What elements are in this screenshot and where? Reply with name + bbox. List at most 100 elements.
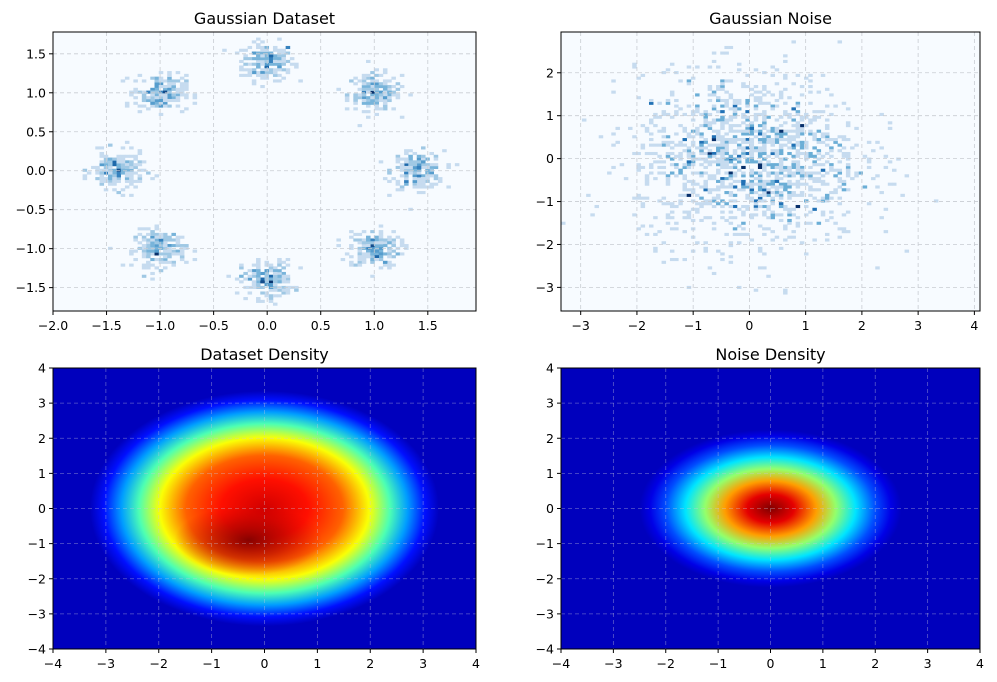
- hist-bin: [277, 51, 282, 55]
- hist-bin: [783, 291, 788, 295]
- hist-bin: [268, 280, 274, 284]
- hist-bin: [158, 244, 164, 248]
- hist-bin: [387, 79, 392, 83]
- hist-bin: [753, 85, 759, 89]
- hist-bin: [749, 185, 755, 189]
- hist-bin: [766, 171, 771, 175]
- hist-bin: [370, 101, 375, 105]
- hist-bin: [222, 48, 227, 52]
- hist-bin: [728, 160, 734, 164]
- hist-bin: [808, 85, 813, 89]
- hist-bin: [707, 126, 713, 130]
- hist-bin: [374, 85, 380, 89]
- hist-bin: [99, 177, 105, 181]
- hist-bin: [841, 227, 847, 231]
- hist-bin: [632, 62, 637, 66]
- hist-bin: [665, 151, 671, 156]
- hist-bin: [611, 79, 616, 83]
- hist-bin: [736, 232, 742, 236]
- hist-bin: [703, 110, 708, 114]
- hist-bin: [766, 140, 771, 144]
- hist-bin: [644, 126, 650, 130]
- hist-bin: [344, 252, 350, 256]
- hist-bin: [281, 76, 286, 80]
- hist-bin: [366, 82, 371, 86]
- hist-bin: [845, 163, 851, 167]
- hist-bin: [753, 90, 759, 94]
- hist-bin: [753, 118, 759, 122]
- hist-bin: [150, 90, 155, 94]
- hist-bin: [370, 246, 375, 250]
- hist-bin: [711, 143, 717, 147]
- hist-bin: [391, 230, 396, 234]
- hist-bin: [171, 96, 176, 100]
- hist-bin: [256, 51, 261, 55]
- hist-bin: [757, 96, 763, 100]
- hist-bin: [120, 171, 126, 175]
- hist-bin: [741, 140, 746, 144]
- hist-bin: [285, 257, 291, 262]
- hist-bin: [695, 210, 700, 214]
- hist-bin: [703, 216, 708, 220]
- hist-bin: [344, 96, 350, 100]
- hist-bin: [234, 291, 240, 295]
- hist-bin: [845, 121, 851, 125]
- hist-bin: [154, 79, 160, 83]
- hist-bin: [628, 126, 633, 130]
- hist-bin: [741, 182, 746, 186]
- hist-bin: [184, 93, 189, 97]
- hist-bin: [374, 87, 380, 91]
- hist-bin: [129, 182, 134, 186]
- hist-bin: [370, 76, 375, 80]
- hist-bin: [243, 54, 248, 58]
- hist-bin: [361, 87, 367, 91]
- hist-bin: [762, 188, 767, 192]
- hist-bin: [370, 85, 375, 89]
- hist-bin: [745, 98, 750, 103]
- hist-bin: [661, 241, 667, 245]
- hist-bin: [799, 132, 805, 136]
- hist-bin: [774, 174, 780, 178]
- hist-bin: [837, 227, 843, 231]
- hist-bin: [162, 249, 168, 253]
- hist-bin: [762, 112, 767, 116]
- hist-bin: [824, 199, 830, 203]
- hist-bin: [711, 204, 717, 209]
- hist-bin: [366, 101, 371, 105]
- hist-bin: [728, 115, 734, 119]
- hist-bin: [720, 199, 725, 203]
- hist-bin: [707, 112, 713, 116]
- hist-bin: [808, 132, 813, 136]
- hist-bin: [732, 227, 738, 231]
- hist-bin: [699, 135, 704, 139]
- hist-bin: [378, 266, 384, 270]
- hist-bin: [404, 168, 409, 172]
- hist-bin: [829, 163, 834, 167]
- hist-bin: [716, 129, 721, 133]
- hist-bin: [251, 285, 257, 289]
- hist-bin: [787, 165, 792, 170]
- hist-bin: [703, 112, 708, 116]
- hist-bin: [804, 154, 809, 158]
- hist-bin: [167, 238, 172, 242]
- hist-bin: [732, 216, 738, 220]
- hist-bin: [728, 118, 734, 122]
- hist-bin: [741, 138, 746, 142]
- hist-bin: [399, 115, 405, 119]
- hist-bin: [657, 199, 662, 203]
- hist-bin: [99, 179, 105, 183]
- hist-bin: [399, 188, 405, 192]
- hist-bin: [95, 165, 100, 170]
- hist-bin: [716, 163, 721, 167]
- hist-bin: [669, 163, 675, 167]
- y-tick-label: −0.5: [16, 202, 46, 217]
- hist-bin: [778, 96, 784, 100]
- hist-bin: [429, 171, 434, 175]
- plot-area: [53, 32, 476, 311]
- hist-bin: [158, 238, 164, 242]
- hist-bin: [344, 98, 350, 103]
- hist-bin: [711, 93, 717, 97]
- hist-bin: [824, 118, 830, 122]
- hist-bin: [762, 124, 767, 128]
- hist-bin: [260, 59, 265, 63]
